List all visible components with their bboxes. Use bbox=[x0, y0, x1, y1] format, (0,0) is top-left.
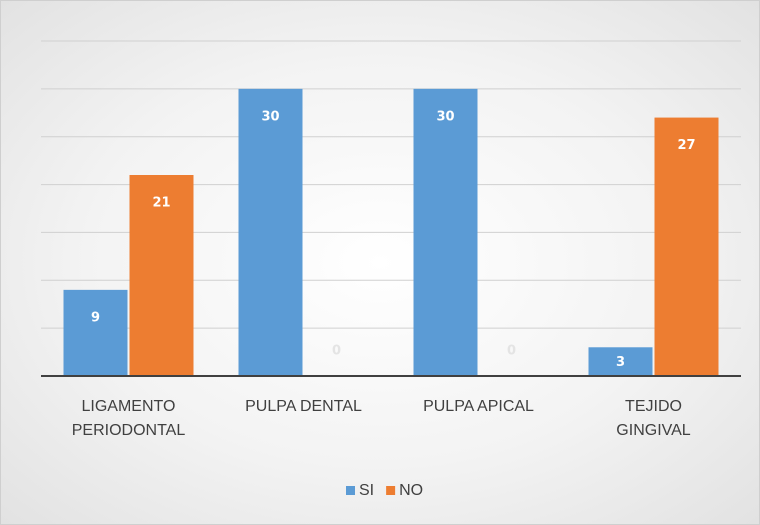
data-label: 30 bbox=[436, 109, 454, 124]
data-label: 9 bbox=[91, 310, 100, 325]
bar bbox=[63, 289, 128, 376]
legend-swatch bbox=[346, 486, 355, 495]
legend-swatch bbox=[386, 486, 396, 495]
x-tick-label: LIGAMENTO PERIODONTAL bbox=[71, 398, 186, 439]
legend-label: NO bbox=[399, 482, 423, 499]
data-label: 0 bbox=[332, 344, 341, 359]
bar bbox=[238, 88, 303, 376]
data-label: 3 bbox=[616, 355, 625, 370]
data-label: 30 bbox=[261, 109, 279, 124]
bar bbox=[129, 175, 194, 376]
bar bbox=[654, 117, 719, 377]
x-tick-label: PULPA APICAL bbox=[423, 398, 534, 415]
x-tick-label: PULPA DENTAL bbox=[245, 398, 362, 415]
bar bbox=[588, 347, 653, 376]
legend-label: SI bbox=[359, 482, 374, 499]
bar bbox=[413, 88, 478, 376]
data-label: 21 bbox=[152, 196, 170, 211]
data-label: 0 bbox=[507, 344, 516, 359]
data-label: 27 bbox=[677, 138, 695, 153]
x-tick-label: TEJIDO GINGIVAL bbox=[616, 398, 691, 439]
